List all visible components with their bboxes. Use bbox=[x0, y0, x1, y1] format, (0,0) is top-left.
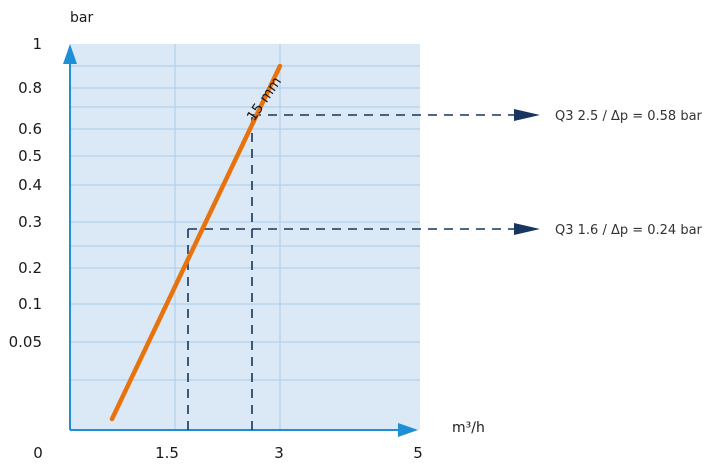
y-tick-label: 0.1 bbox=[18, 295, 42, 313]
y-tick-label: 0.8 bbox=[18, 79, 42, 97]
y-axis-unit: bar bbox=[70, 10, 93, 26]
y-tick-label: 0.2 bbox=[18, 259, 42, 277]
y-tick-label: 1 bbox=[32, 35, 42, 53]
annotation-label: Q3 1.6 / Δp = 0.24 bar bbox=[555, 223, 703, 238]
annotations: Q3 2.5 / Δp = 0.58 bar Q3 1.6 / Δp = 0.24… bbox=[187, 109, 703, 430]
series-line bbox=[109, 63, 283, 422]
x-tick-label: 5 bbox=[413, 444, 423, 462]
annotation-arrow bbox=[514, 109, 540, 121]
y-tick-label: 0.3 bbox=[18, 213, 42, 231]
y-tick-label: 0.05 bbox=[9, 333, 42, 351]
x-tick-label: 0 bbox=[33, 444, 43, 462]
x-axis-arrow bbox=[398, 423, 418, 437]
annotation-arrow bbox=[514, 223, 540, 235]
annotation-label: Q3 2.5 / Δp = 0.58 bar bbox=[555, 109, 703, 124]
y-tick-label: 0.6 bbox=[18, 120, 42, 138]
y-tick-label: 0.5 bbox=[18, 147, 42, 165]
axes bbox=[63, 44, 418, 437]
y-axis-arrow bbox=[63, 44, 77, 64]
x-tick-label: 1.5 bbox=[155, 444, 179, 462]
y-tick-label: 0.4 bbox=[18, 176, 42, 194]
x-tick-label: 3 bbox=[274, 444, 284, 462]
x-axis-unit: m³/h bbox=[452, 420, 485, 436]
plot-area bbox=[70, 44, 420, 430]
tick-labels: 1 0.8 0.6 0.5 0.4 0.3 0.2 0.1 0.05 0 1.5 3 5 bbox=[9, 35, 423, 462]
